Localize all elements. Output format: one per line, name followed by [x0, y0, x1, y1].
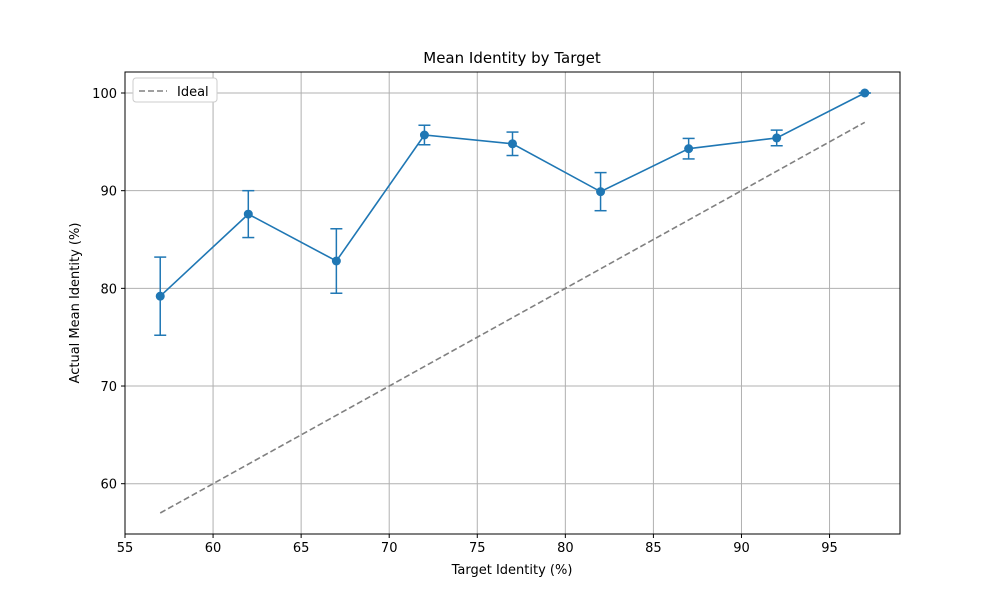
point — [243, 209, 253, 219]
x-tick-label: 55 — [117, 541, 134, 556]
y-tick-label: 70 — [100, 380, 117, 395]
y-tick-label: 60 — [100, 478, 117, 493]
x-tick-label: 95 — [821, 541, 838, 556]
y-tick-label: 80 — [100, 282, 117, 297]
x-tick-label: 90 — [733, 541, 750, 556]
point — [772, 133, 782, 143]
y-tick-label: 100 — [92, 87, 117, 102]
point — [684, 144, 694, 154]
y-tick-label: 90 — [100, 185, 117, 200]
point — [508, 139, 517, 149]
point — [155, 291, 165, 301]
point — [331, 256, 341, 266]
point — [860, 88, 870, 98]
y-axis-label: Actual Mean Identity (%) — [68, 223, 83, 384]
x-axis-label: Target Identity (%) — [451, 563, 573, 578]
legend-box — [132, 77, 218, 103]
series-line — [159, 121, 866, 514]
x-tick-label: 70 — [381, 541, 398, 556]
x-tick-label: 75 — [469, 541, 486, 556]
chart-title: Mean Identity by Target — [423, 49, 601, 67]
point — [596, 187, 606, 197]
legend-label: Ideal — [177, 85, 209, 100]
plot-frame — [124, 71, 901, 535]
point — [419, 130, 429, 140]
x-tick-label: 85 — [645, 541, 662, 556]
x-tick-label: 80 — [557, 541, 574, 556]
x-tick-label: 65 — [293, 541, 310, 556]
x-tick-label: 60 — [205, 541, 222, 556]
